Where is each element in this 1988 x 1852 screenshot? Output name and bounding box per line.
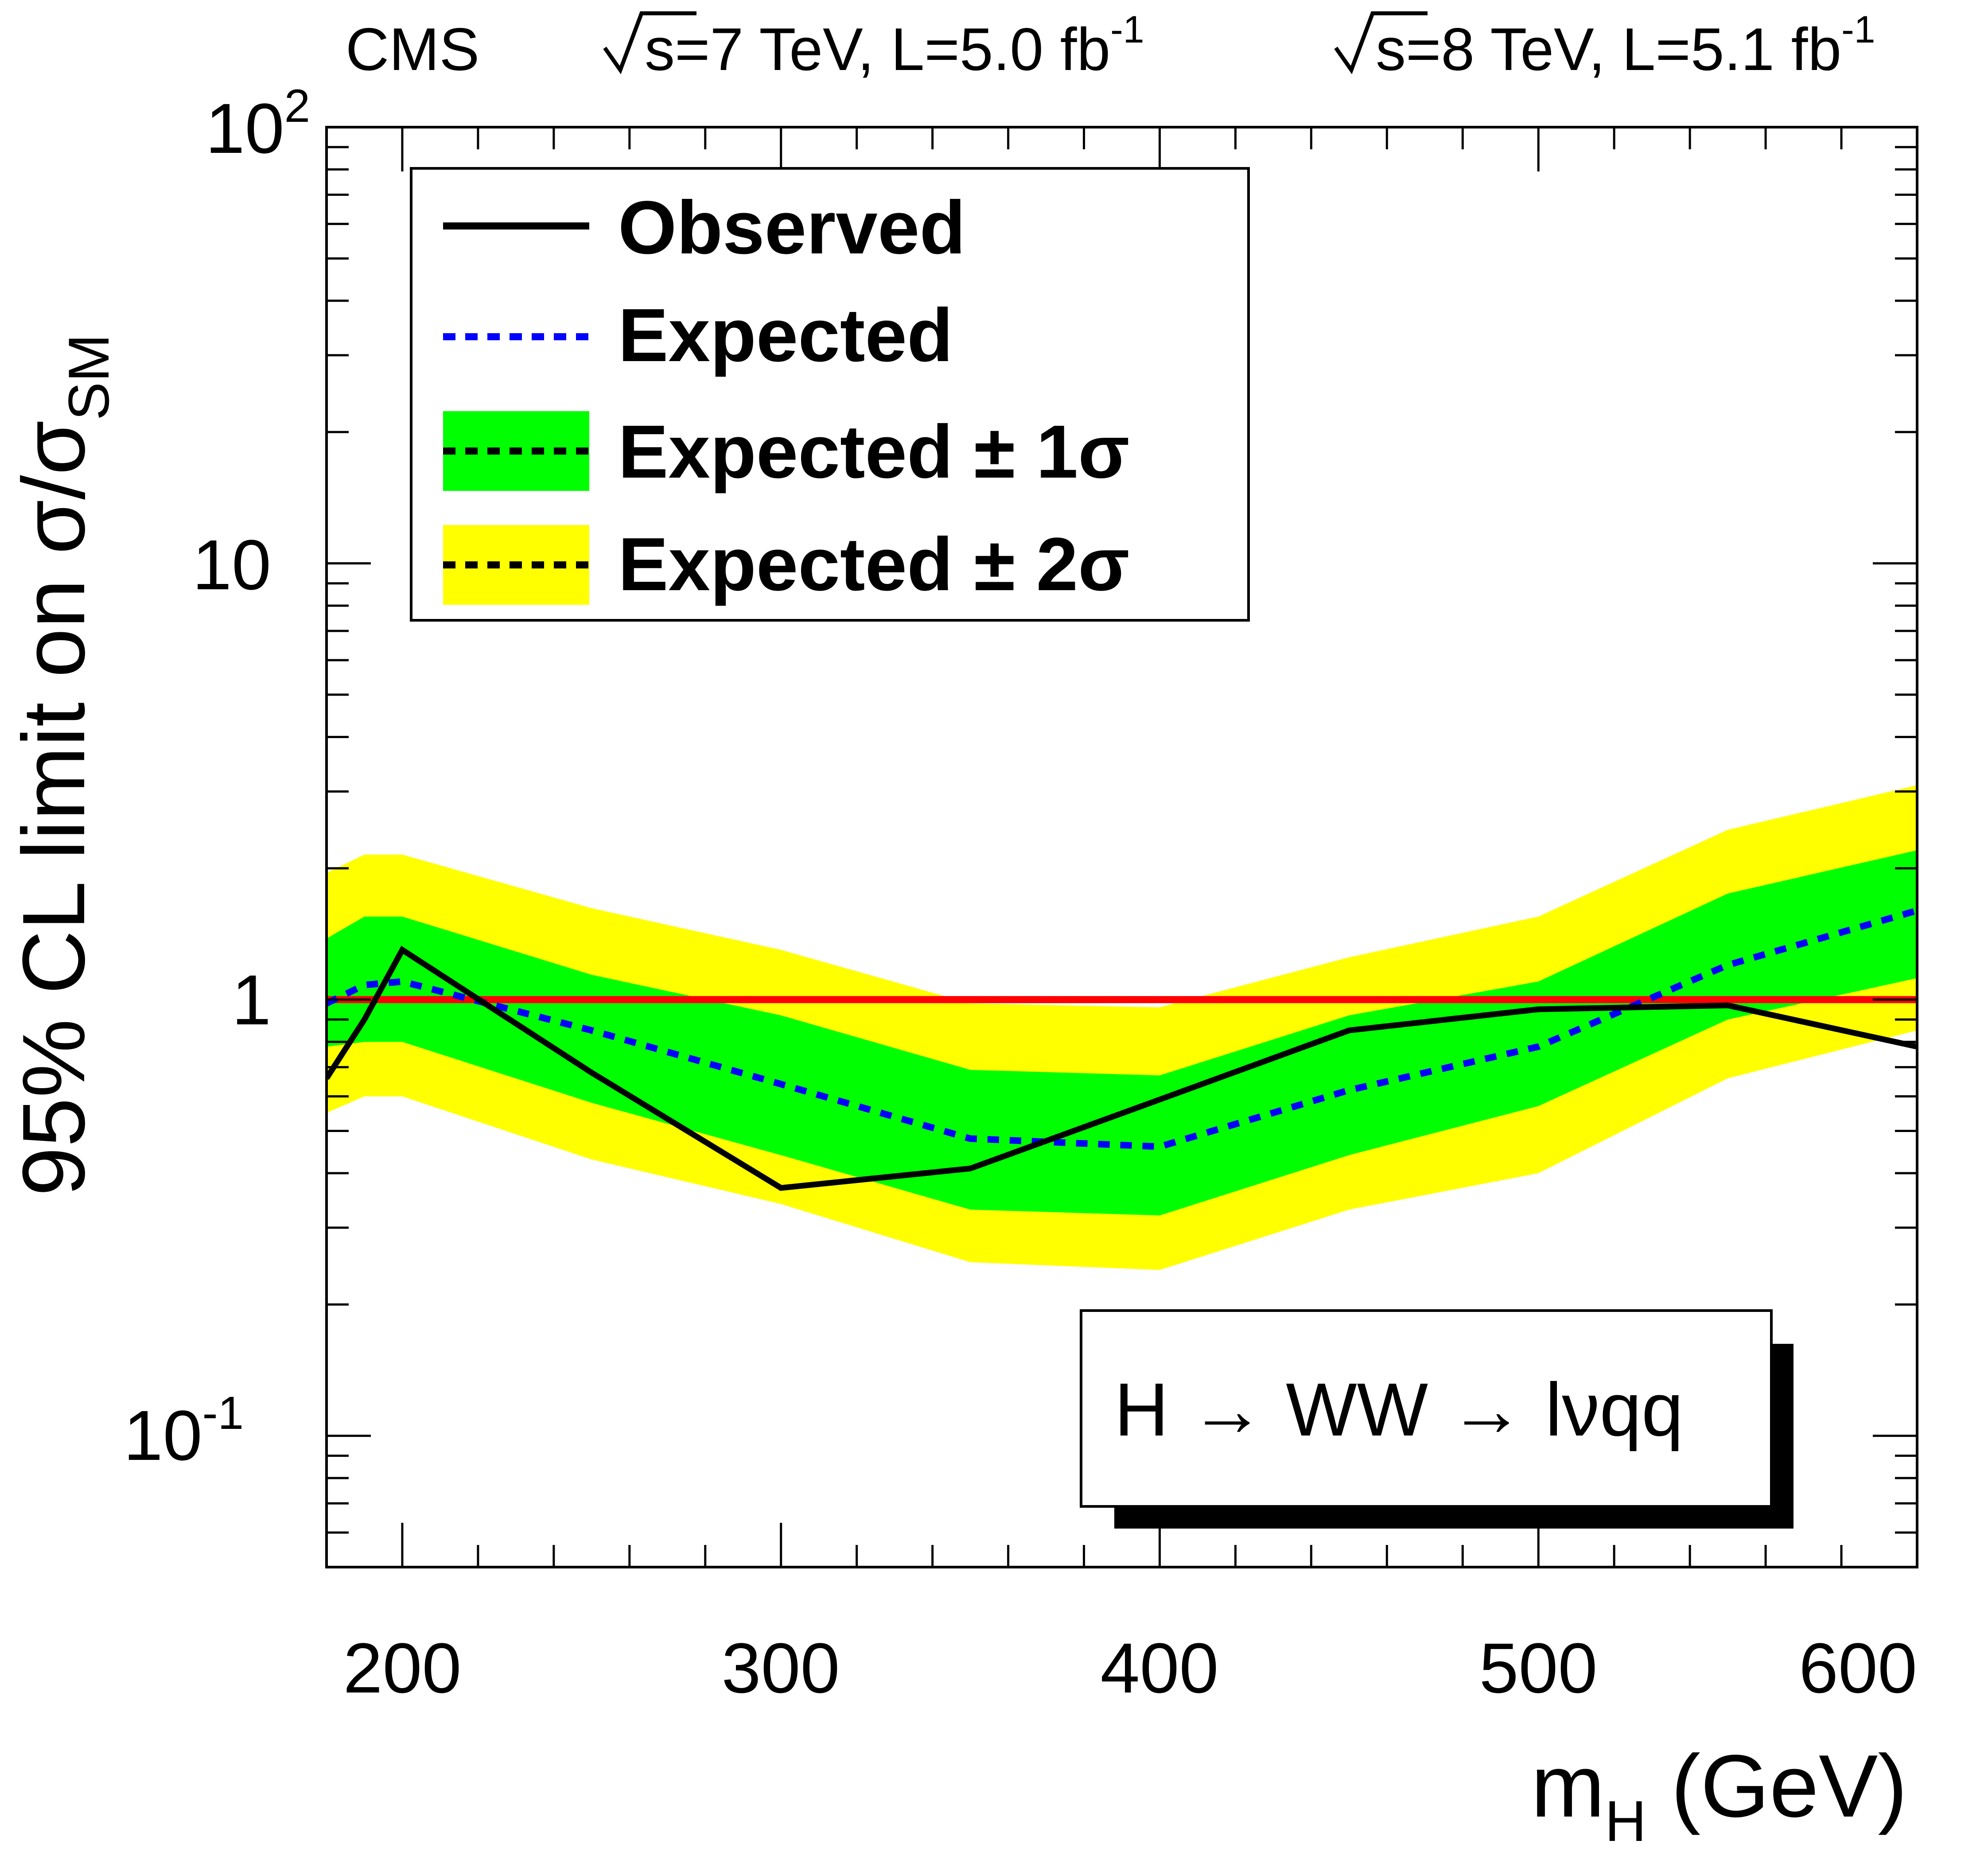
x-tick-label-400: 400 bbox=[1101, 1628, 1219, 1708]
y-tick-label-100: 102 bbox=[206, 80, 310, 168]
x-tick-label-500: 500 bbox=[1479, 1628, 1598, 1708]
y-tick-label-0p1: 10-1 bbox=[124, 1387, 244, 1475]
legend-expected-label: Expected bbox=[618, 293, 953, 377]
expected-series-line bbox=[327, 907, 1917, 1150]
sqrt-symbol-7tev bbox=[603, 11, 696, 74]
x-tick-label-300: 300 bbox=[722, 1628, 840, 1708]
legend-1sigma-label: Expected ± 1σ bbox=[618, 410, 1129, 494]
plot-area bbox=[327, 785, 1917, 1270]
sqrt-symbol-8tev bbox=[1334, 11, 1428, 74]
legend-observed-label: Observed bbox=[618, 186, 965, 270]
channel-label-text: H → WW → lνqq bbox=[1114, 1368, 1683, 1452]
lumi-7tev-label: s=7 TeV, L=5.0 fb-1 bbox=[645, 8, 1144, 83]
axis-ticks bbox=[325, 126, 1918, 1568]
y-axis-title: 95% CL limit on σ/σSM bbox=[4, 334, 121, 1196]
x-axis-title: mH (GeV) bbox=[1531, 1737, 1907, 1852]
expected-1sigma-band bbox=[327, 850, 1917, 1216]
y-tick-label-10: 10 bbox=[192, 525, 271, 604]
lumi-8tev-label: s=8 TeV, L=5.1 fb-1 bbox=[1376, 8, 1875, 83]
plot-frame bbox=[325, 126, 1918, 1568]
expected-2sigma-band bbox=[327, 785, 1917, 1270]
observed-series-line bbox=[327, 945, 1917, 1191]
channel-label-box: H → WW → lνqq bbox=[1080, 1309, 1793, 1529]
y-tick-label-1: 1 bbox=[232, 960, 271, 1039]
x-tick-label-600: 600 bbox=[1799, 1628, 1917, 1708]
legend-2sigma-label: Expected ± 2σ bbox=[618, 522, 1129, 607]
x-tick-label-200: 200 bbox=[343, 1628, 462, 1708]
legend: Observed Expected Expected ± 1σ Expected… bbox=[410, 167, 1250, 622]
experiment-label: CMS bbox=[346, 16, 479, 83]
channel-label-frame bbox=[1080, 1309, 1773, 1508]
